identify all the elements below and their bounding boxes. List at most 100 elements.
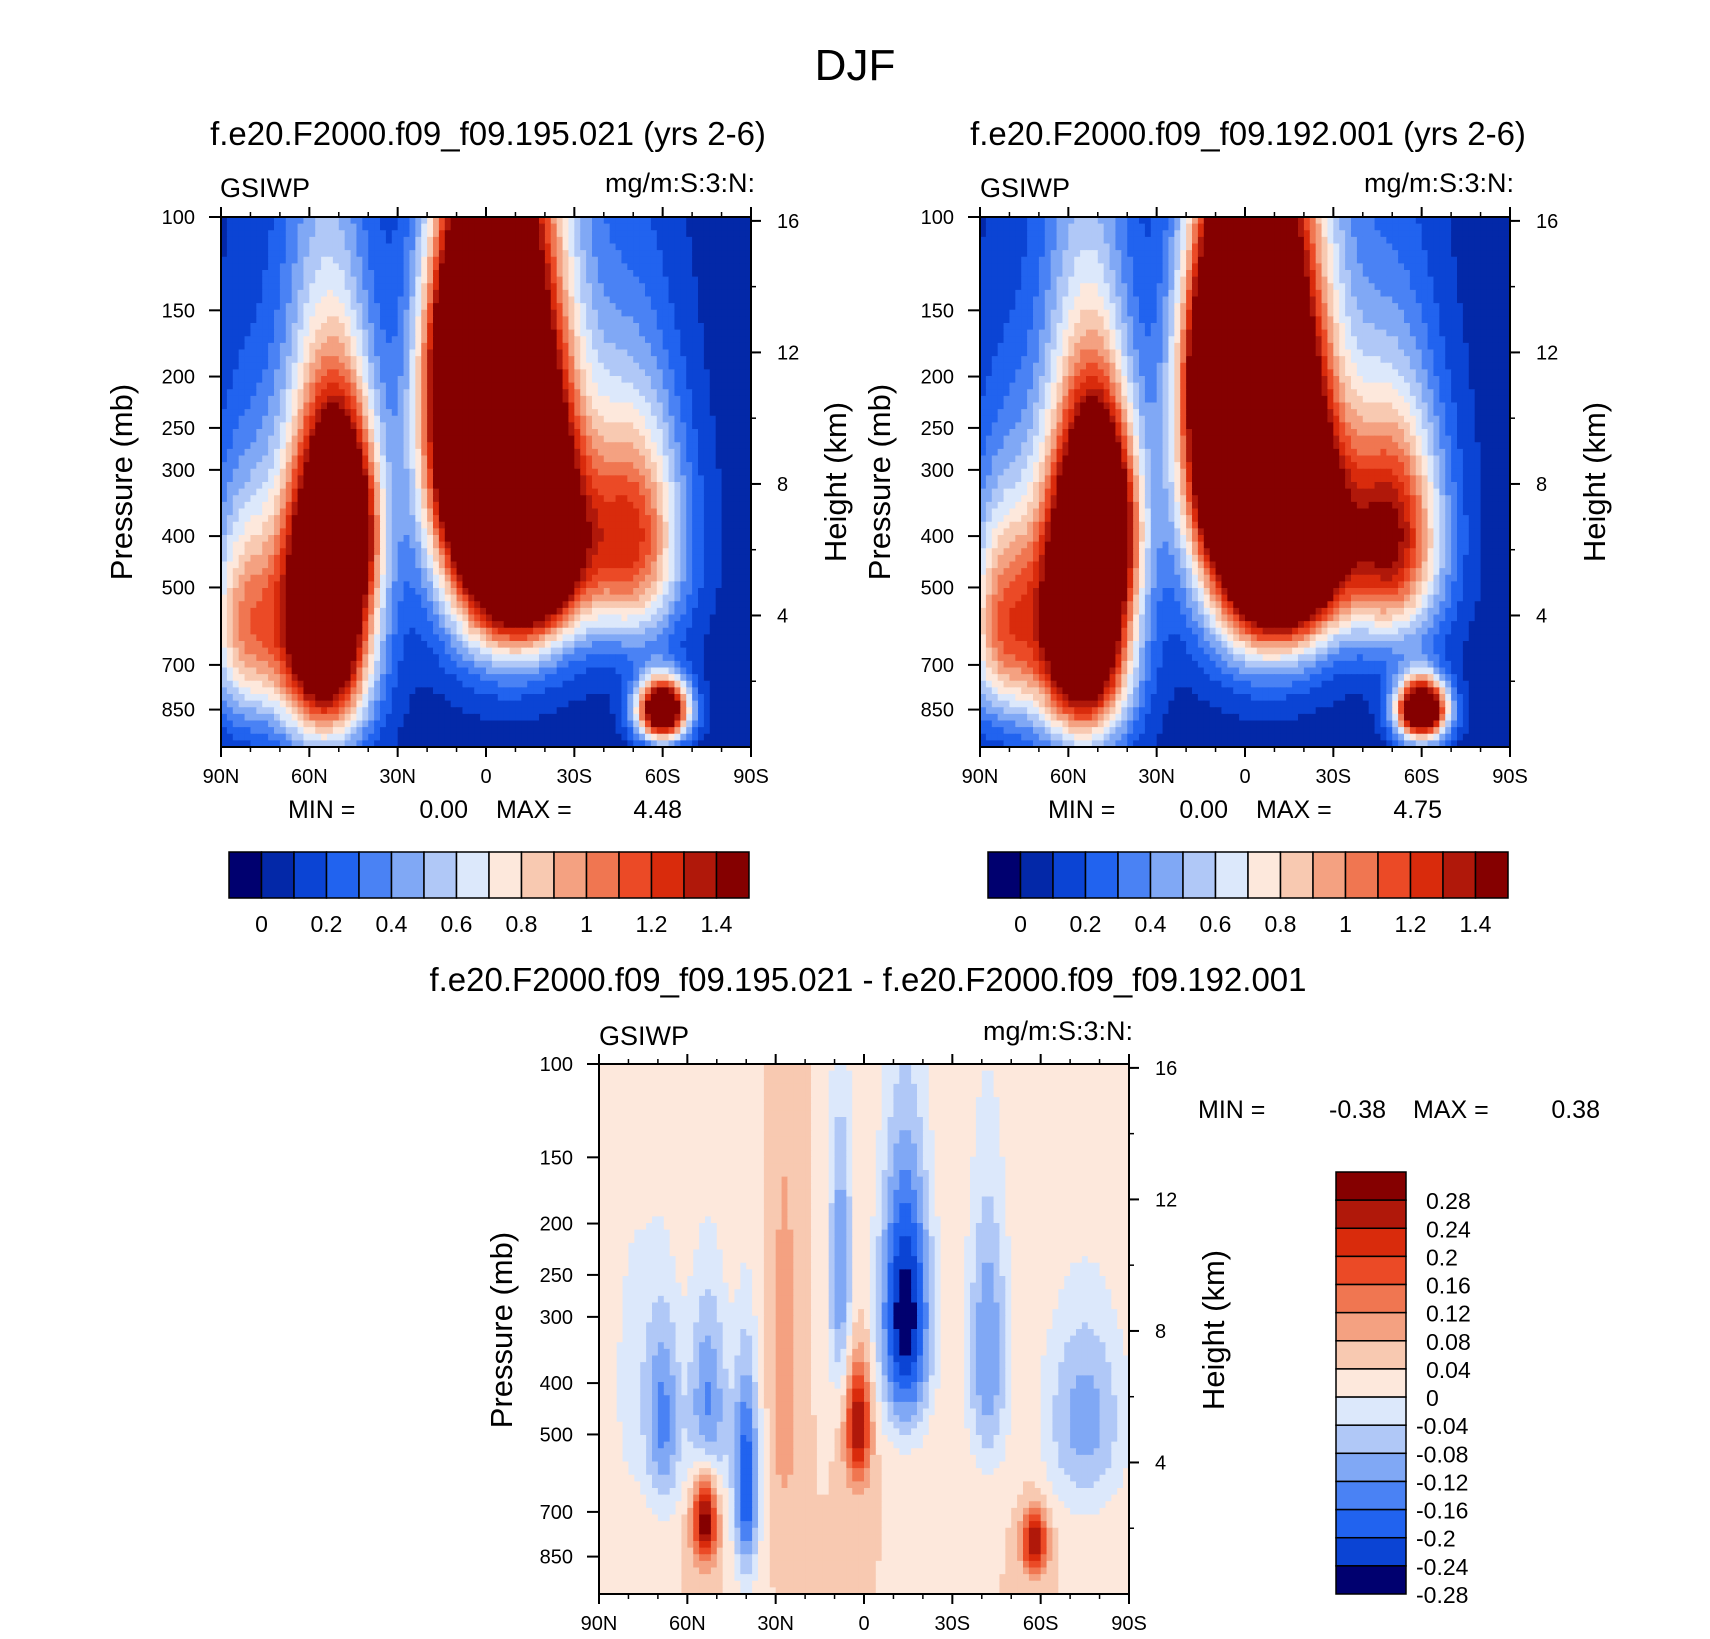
contour-cell	[486, 402, 493, 410]
contour-cell	[656, 402, 664, 410]
contour-cell	[338, 508, 346, 516]
contour-cell	[350, 528, 358, 536]
contour-cell	[680, 342, 687, 351]
contour-cell	[603, 482, 611, 490]
contour-cell	[539, 336, 546, 344]
contour-cell	[674, 296, 681, 304]
panel-1-contour-field	[221, 217, 752, 748]
contour-cell	[609, 482, 617, 490]
contour-cell	[268, 289, 275, 298]
contour-cell	[315, 243, 322, 251]
contour-cell	[385, 236, 393, 245]
contour-cell	[727, 429, 734, 437]
contour-cell	[450, 263, 458, 271]
contour-cell	[391, 289, 399, 298]
contour-cell	[462, 230, 469, 238]
contour-cell	[539, 561, 546, 569]
contour-cell	[433, 356, 440, 364]
contour-cell	[692, 283, 699, 291]
contour-cell	[709, 455, 717, 463]
contour-cell	[244, 409, 252, 417]
contour-cell	[527, 541, 534, 549]
contour-cell	[238, 342, 246, 351]
contour-cell	[574, 488, 581, 496]
contour-cell	[515, 230, 522, 238]
contour-cell	[480, 362, 487, 370]
contour-cell	[668, 276, 676, 284]
contour-cell	[362, 488, 369, 496]
contour-cell	[438, 462, 446, 470]
contour-cell	[456, 409, 464, 417]
contour-cell	[297, 495, 305, 503]
contour-cell	[256, 468, 263, 476]
contour-cell	[633, 296, 640, 304]
contour-cell	[456, 342, 464, 351]
contour-cell	[745, 395, 752, 404]
contour-cell	[497, 548, 505, 556]
contour-cell	[491, 429, 499, 437]
contour-cell	[686, 482, 693, 490]
contour-cell	[486, 356, 493, 364]
contour-cell	[609, 243, 617, 251]
contour-cell	[256, 230, 263, 238]
contour-cell	[639, 402, 646, 410]
contour-cell	[368, 442, 375, 450]
contour-cell	[403, 283, 411, 291]
contour-cell	[709, 296, 717, 304]
contour-cell	[468, 329, 475, 337]
contour-cell	[580, 362, 587, 370]
contour-cell	[509, 283, 517, 291]
contour-cell	[621, 554, 628, 563]
contour-cell	[580, 515, 587, 523]
contour-cell	[462, 508, 469, 516]
contour-cell	[444, 276, 452, 284]
contour-cell	[344, 236, 352, 245]
contour-cell	[403, 342, 411, 351]
contour-cell	[733, 349, 740, 357]
contour-cell	[656, 336, 664, 344]
contour-cell	[639, 336, 646, 344]
contour-cell	[503, 521, 511, 529]
contour-cell	[456, 402, 464, 410]
contour-cell	[427, 508, 434, 516]
contour-cell	[450, 495, 458, 503]
contour-cell	[615, 462, 623, 470]
contour-cell	[450, 541, 458, 549]
contour-cell	[303, 276, 310, 284]
contour-cell	[474, 250, 481, 258]
contour-cell	[745, 342, 752, 351]
contour-cell	[450, 568, 458, 576]
contour-cell	[639, 574, 646, 582]
contour-cell	[338, 528, 346, 536]
contour-cell	[321, 574, 328, 582]
contour-cell	[362, 303, 369, 311]
contour-cell	[421, 256, 428, 264]
contour-cell	[674, 223, 681, 231]
contour-cell	[715, 303, 723, 311]
contour-cell	[309, 303, 316, 311]
contour-cell	[221, 448, 228, 457]
contour-cell	[727, 435, 734, 443]
contour-cell	[698, 395, 705, 404]
contour-cell	[497, 528, 505, 536]
contour-cell	[303, 223, 310, 231]
contour-cell	[527, 243, 534, 251]
contour-cell	[279, 270, 287, 278]
contour-cell	[338, 217, 346, 225]
contour-cell	[580, 323, 587, 331]
contour-cell	[533, 283, 540, 291]
contour-cell	[645, 236, 652, 245]
contour-cell	[621, 303, 628, 311]
contour-cell	[409, 270, 416, 278]
contour-cell	[533, 369, 540, 377]
contour-cell	[739, 382, 746, 390]
contour-cell	[374, 448, 381, 457]
contour-cell	[544, 323, 552, 331]
contour-cell	[450, 356, 458, 364]
contour-cell	[586, 455, 593, 463]
contour-cell	[244, 303, 252, 311]
contour-cell	[397, 442, 405, 450]
contour-cell	[586, 561, 593, 569]
contour-cell	[515, 574, 522, 582]
contour-cell	[586, 521, 593, 529]
